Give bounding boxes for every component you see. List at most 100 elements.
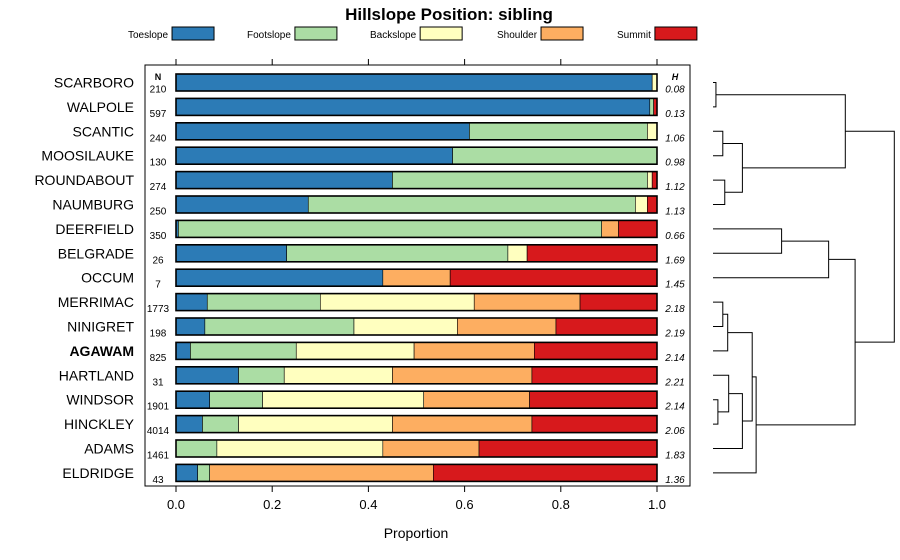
bar-segment-scantic-backslope	[647, 122, 658, 141]
row-label-walpole: WALPOLE	[67, 99, 134, 115]
bar-segment-windsor-summit	[529, 390, 658, 409]
h-value-merrimac: 2.18	[664, 304, 685, 315]
bar-outline-hartland	[175, 365, 658, 385]
bar-outline-merrimac	[175, 292, 658, 312]
legend-label-backslope: Backslope	[370, 30, 417, 41]
bar-segment-adams-footslope	[175, 439, 218, 458]
bar-segment-occum-shoulder	[382, 268, 451, 287]
bar-segment-scantic-footslope	[469, 122, 648, 141]
bar-segment-roundabout-toeslope	[175, 171, 393, 189]
row-label-naumburg: NAUMBURG	[52, 197, 134, 213]
row-roundabout: ROUNDABOUT 274 1.12	[34, 170, 685, 193]
dendro-merge-12	[727, 332, 753, 422]
bar-segment-hartland-toeslope	[175, 366, 239, 385]
bar-segment-adams-backslope	[216, 439, 384, 458]
dendro-merge-9	[713, 399, 719, 425]
bar-outline-walpole	[175, 97, 658, 117]
h-value-ninigret: 2.19	[664, 329, 685, 340]
h-value-eldridge: 1.36	[665, 475, 685, 486]
bar-segment-ninigret-shoulder	[457, 317, 557, 336]
bar-segment-walpole-footslope	[649, 98, 654, 116]
h-value-occum: 1.45	[665, 280, 685, 291]
n-value-hartland: 31	[152, 377, 164, 388]
row-label-hinckley: HINCKLEY	[64, 416, 135, 432]
bar-rows: SCARBORO 210 0.08 WALPOLE 597 0.13 SCANTIC 240 1…	[34, 73, 685, 486]
bar-segment-naumburg-backslope	[635, 195, 648, 214]
row-hartland: HARTLAND 31 2.21	[59, 365, 685, 388]
bar-outline-scarboro	[175, 73, 658, 92]
n-value-hinckley: 4014	[147, 426, 170, 437]
h-value-adams: 1.83	[665, 451, 685, 462]
bar-segment-hartland-footslope	[238, 366, 285, 385]
row-adams: ADAMS 1461 1.83	[84, 439, 685, 462]
h-value-deerfield: 0.66	[665, 231, 685, 242]
n-value-roundabout: 274	[150, 182, 167, 193]
n-value-naumburg: 250	[150, 207, 167, 218]
row-label-scantic: SCANTIC	[73, 123, 134, 139]
bar-outline-roundabout	[175, 170, 658, 190]
bar-outline-naumburg	[175, 195, 658, 214]
legend-swatch-summit	[654, 26, 698, 41]
row-moosilauke: MOOSILAUKE 130 0.98	[41, 146, 685, 169]
row-label-adams: ADAMS	[84, 441, 134, 457]
bar-segment-agawam-backslope	[295, 342, 415, 360]
bar-outline-occum	[175, 268, 658, 288]
bar-segment-belgrade-footslope	[286, 244, 509, 263]
dendro-merge-7	[713, 301, 724, 327]
bar-segment-agawam-summit	[534, 342, 658, 360]
dendro-merge-8	[713, 313, 729, 352]
bar-segment-merrimac-footslope	[206, 293, 321, 311]
dendro-merge-1	[713, 130, 724, 157]
row-eldridge: ELDRIDGE 43 1.36	[62, 463, 685, 486]
dendro-merge-14	[756, 258, 856, 426]
dendro-merge-13	[713, 376, 757, 474]
row-scarboro: SCARBORO 210 0.08	[54, 73, 685, 96]
bar-segment-hinckley-shoulder	[392, 415, 533, 433]
h-value-naumburg: 1.13	[665, 207, 685, 218]
n-value-walpole: 597	[150, 109, 167, 120]
legend-swatch-toeslope	[171, 26, 215, 41]
n-value-agawam: 825	[150, 353, 167, 364]
legend-swatch-shoulder	[540, 26, 584, 41]
n-value-moosilauke: 130	[150, 158, 167, 169]
n-value-merrimac: 1773	[147, 304, 170, 315]
bar-outline-agawam	[175, 341, 658, 361]
bar-segment-hartland-backslope	[283, 366, 393, 385]
bar-segment-naumburg-summit	[647, 195, 658, 214]
n-value-eldridge: 43	[152, 475, 164, 486]
bar-segment-roundabout-backslope	[647, 171, 653, 189]
bar-outline-windsor	[175, 390, 658, 410]
legend-label-footslope: Footslope	[247, 30, 291, 41]
n-value-occum: 7	[155, 280, 161, 291]
dendro-merge-0	[713, 82, 717, 108]
n-value-scarboro: 210	[150, 85, 167, 96]
bar-segment-hinckley-toeslope	[175, 415, 203, 433]
bar-segment-roundabout-footslope	[392, 171, 648, 189]
bar-outline-adams	[175, 439, 658, 458]
x-axis: 0.0 0.2 0.4 0.6 0.8 1.0	[167, 59, 666, 512]
bar-segment-windsor-footslope	[209, 390, 263, 409]
legend-label-shoulder: Shoulder	[497, 30, 538, 41]
bar-segment-merrimac-toeslope	[175, 293, 208, 311]
dendro-merge-15	[845, 130, 895, 343]
bar-segment-eldridge-footslope	[197, 464, 210, 482]
dendro-merge-3	[722, 143, 743, 193]
bar-segment-agawam-shoulder	[413, 342, 535, 360]
bar-outline-hinckley	[175, 414, 658, 434]
h-value-belgrade: 1.69	[665, 255, 685, 266]
dendro-merge-4	[715, 94, 846, 169]
row-label-roundabout: ROUNDABOUT	[34, 172, 134, 188]
bar-segment-belgrade-toeslope	[175, 244, 287, 263]
row-belgrade: BELGRADE 26 1.69	[58, 244, 685, 266]
bar-segment-naumburg-toeslope	[175, 195, 309, 214]
bar-segment-deerfield-shoulder	[601, 220, 619, 238]
bar-segment-windsor-toeslope	[175, 390, 210, 409]
bar-segment-agawam-footslope	[190, 342, 297, 360]
bar-outline-moosilauke	[175, 146, 658, 165]
bar-segment-naumburg-footslope	[307, 195, 636, 214]
bar-segment-hinckley-summit	[531, 415, 658, 433]
h-value-moosilauke: 0.98	[665, 158, 685, 169]
bar-segment-hartland-shoulder	[392, 366, 533, 385]
h-value-hartland: 2.21	[664, 377, 684, 388]
